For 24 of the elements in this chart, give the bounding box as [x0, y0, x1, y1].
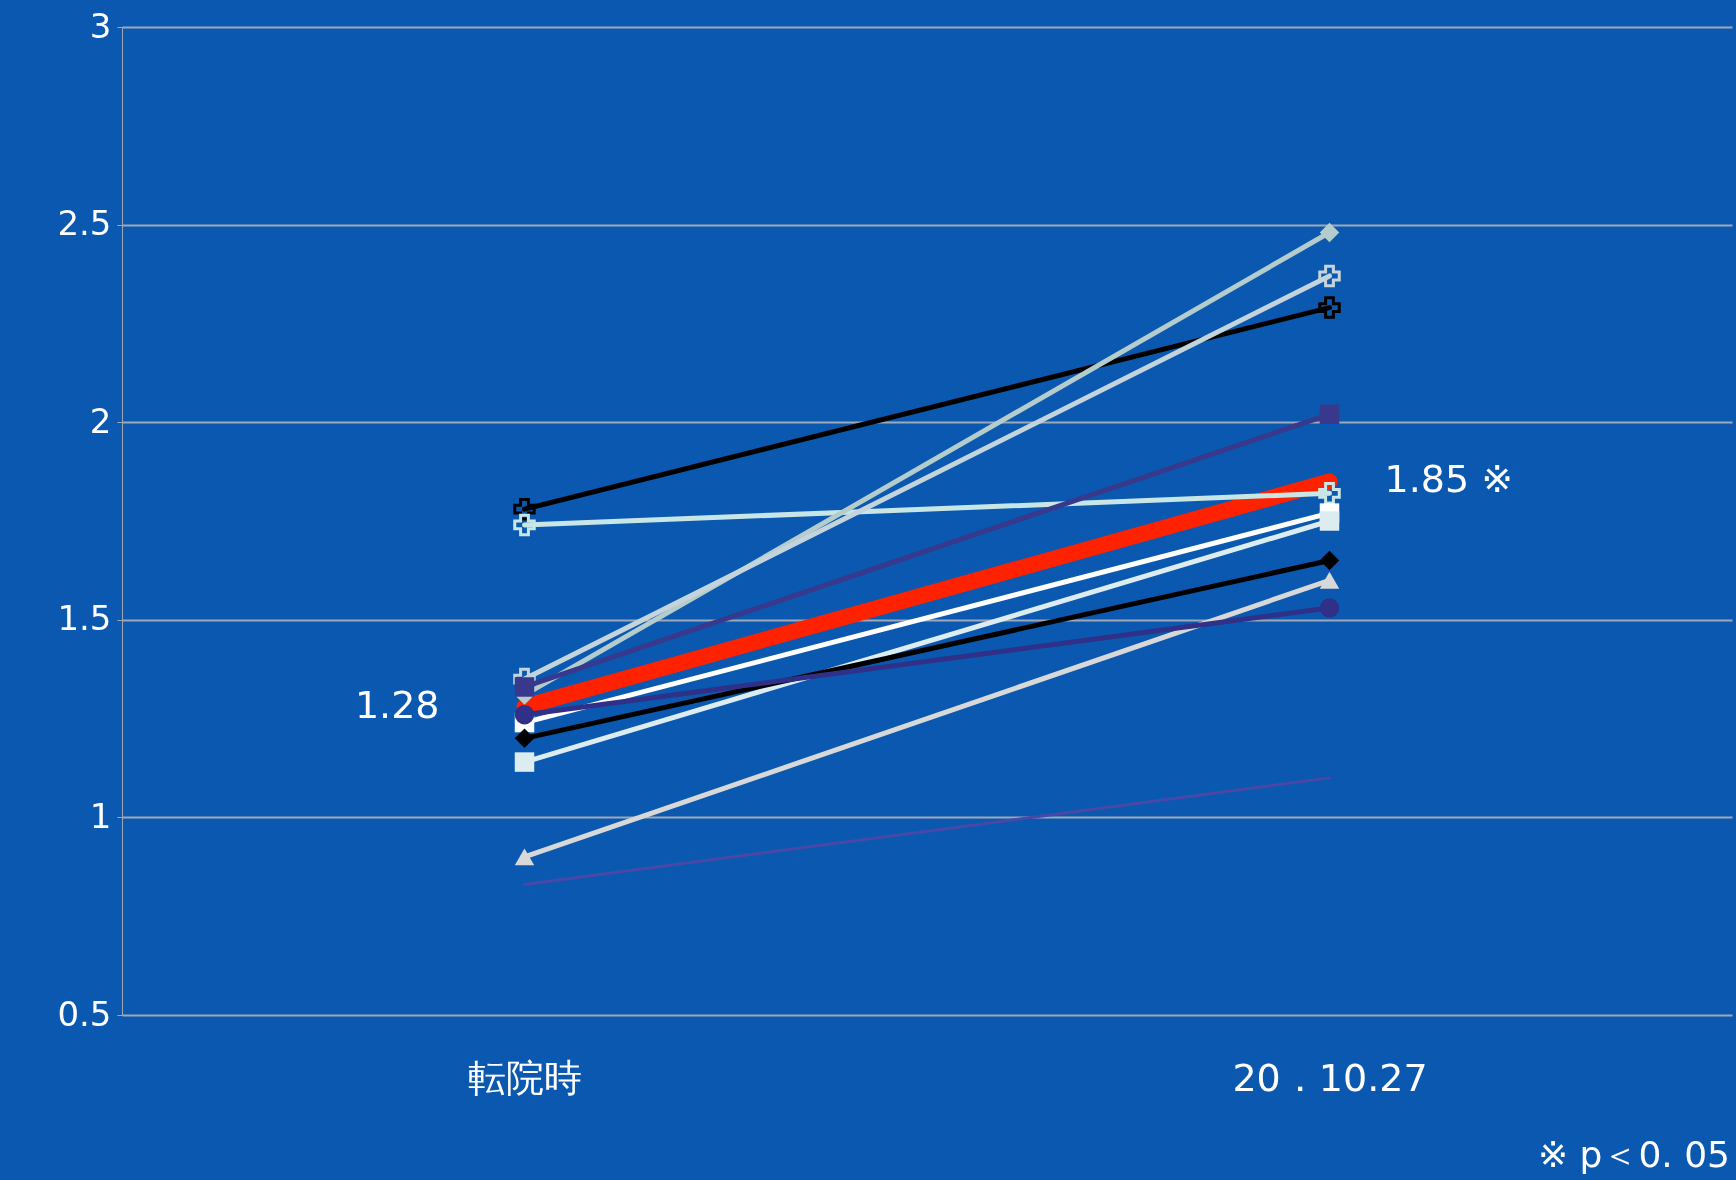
y-tick-label: 2.5: [57, 203, 112, 244]
point: [1319, 550, 1340, 571]
point: [1319, 598, 1340, 618]
annotation: 1.85 ※: [1384, 457, 1514, 502]
point: [514, 677, 535, 697]
point: [1319, 222, 1340, 243]
point: [514, 752, 535, 772]
point: [514, 728, 535, 749]
text: ※ p＜0. 05: [1537, 1134, 1730, 1175]
point: [514, 704, 535, 725]
point: [1318, 264, 1341, 288]
point: [1318, 482, 1341, 505]
y-tick-label: 0.5: [57, 993, 112, 1034]
y-tick-label: 2: [89, 400, 112, 441]
point: [1318, 296, 1341, 319]
point: [513, 513, 536, 537]
annotation: 1.28: [354, 682, 440, 727]
x-tick-label: 20．10.27: [1232, 1055, 1428, 1100]
y-tick-label: 1.5: [57, 598, 112, 639]
x-tick-label: 転院時: [468, 1055, 582, 1100]
y-tick-label: 3: [89, 5, 112, 46]
point: [1319, 404, 1340, 425]
y-tick-label: 1: [89, 795, 112, 836]
point: [1319, 511, 1340, 531]
